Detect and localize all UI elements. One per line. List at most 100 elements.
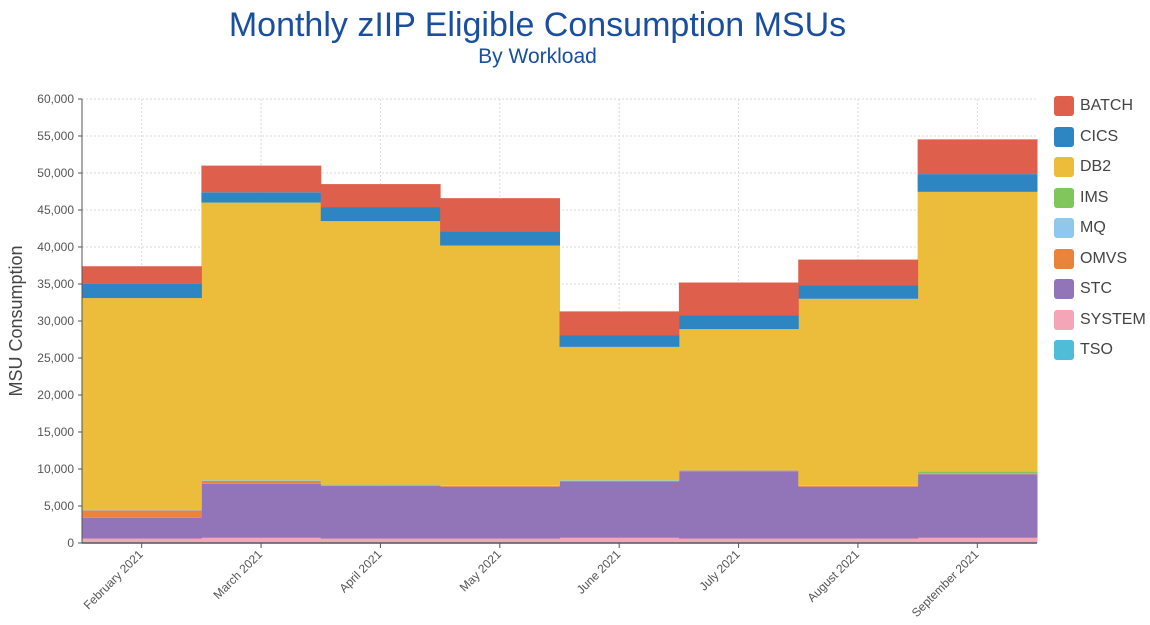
x-tick-label: April 2021 xyxy=(336,547,384,595)
area-segment-omvs xyxy=(798,486,919,487)
area-segment-system xyxy=(440,538,560,543)
area-segment-cics xyxy=(798,285,919,299)
chart-subtitle: By Workload xyxy=(478,45,597,68)
area-segment-stc xyxy=(798,486,919,539)
area-segment-omvs xyxy=(320,485,441,487)
legend-swatch xyxy=(1054,218,1074,238)
area-segment-batch xyxy=(440,198,560,232)
x-tick-label: September 2021 xyxy=(909,547,982,620)
legend-item-batch[interactable]: BATCH xyxy=(1054,95,1150,117)
legend-swatch xyxy=(1054,309,1074,330)
legend-label: OMVS xyxy=(1080,249,1128,267)
area-segment-system xyxy=(798,538,919,543)
area-segment-system xyxy=(320,538,441,543)
x-tick-label: February 2021 xyxy=(81,547,146,612)
area-segment-cics xyxy=(559,335,680,347)
area-segment-batch xyxy=(82,266,202,284)
y-tick-label: 55,000 xyxy=(37,129,74,143)
y-tick-label: 15,000 xyxy=(37,425,74,439)
area-segment-stc xyxy=(82,517,202,539)
legend-swatch xyxy=(1054,340,1074,360)
legend-item-system[interactable]: SYSTEM xyxy=(1054,309,1150,331)
legend-swatch xyxy=(1054,96,1074,116)
legend-item-ims[interactable]: IMS xyxy=(1054,187,1150,209)
area-segment-stc xyxy=(917,474,1038,538)
legend-swatch xyxy=(1054,187,1074,208)
y-axis-label: MSU Consumption xyxy=(6,245,26,396)
y-tick-label: 40,000 xyxy=(37,240,74,254)
area-segment-batch xyxy=(201,165,322,193)
area-segment-omvs xyxy=(440,486,560,487)
area-segment-db2 xyxy=(678,329,799,470)
x-tick-label: June 2021 xyxy=(574,547,624,597)
area-segment-cics xyxy=(320,207,441,222)
area-segment-db2 xyxy=(82,298,202,510)
area-segment-batch xyxy=(798,259,919,286)
area-segment-system xyxy=(559,537,680,543)
x-tick-label: August 2021 xyxy=(805,547,863,605)
legend-label: DB2 xyxy=(1080,158,1112,175)
area-segment-db2 xyxy=(440,245,560,486)
area-segment-omvs xyxy=(917,473,1038,475)
area-segment-stc xyxy=(559,481,680,538)
y-tick-label: 60,000 xyxy=(37,92,74,106)
y-tick-label: 5,000 xyxy=(44,499,74,513)
y-tick-label: 20,000 xyxy=(37,388,74,402)
legend-swatch xyxy=(1054,157,1074,177)
area-segment-cics xyxy=(201,192,322,203)
legend-item-omvs[interactable]: OMVS xyxy=(1054,248,1150,270)
legend-label: BATCH xyxy=(1080,97,1134,114)
area-segment-db2 xyxy=(917,191,1038,472)
area-segment-stc xyxy=(678,471,799,539)
legend-item-db2[interactable]: DB2 xyxy=(1054,156,1150,178)
area-segment-cics xyxy=(678,315,799,330)
y-tick-label: 0 xyxy=(67,536,74,550)
legend-label: TSO xyxy=(1080,341,1113,358)
area-segment-cics xyxy=(82,283,202,299)
area-segment-cics xyxy=(917,174,1038,192)
legend-label: IMS xyxy=(1080,188,1109,206)
area-segment-stc xyxy=(320,486,441,539)
area-segment-db2 xyxy=(559,346,680,481)
legend-swatch xyxy=(1054,248,1074,269)
legend-item-mq[interactable]: MQ xyxy=(1054,217,1150,239)
area-segment-batch xyxy=(917,139,1038,175)
legend-item-stc[interactable]: STC xyxy=(1054,278,1150,300)
area-segment-db2 xyxy=(201,202,322,481)
y-tick-label: 35,000 xyxy=(37,277,74,291)
y-tick-label: 30,000 xyxy=(37,314,74,328)
area-segment-omvs xyxy=(678,470,799,472)
legend-label: STC xyxy=(1080,280,1112,297)
area-segment-omvs xyxy=(82,510,202,518)
area-segment-stc xyxy=(440,486,560,539)
x-tick-label: July 2021 xyxy=(696,547,742,593)
y-tick-label: 45,000 xyxy=(37,203,74,217)
legend-swatch xyxy=(1054,279,1074,299)
legend-item-cics[interactable]: CICS xyxy=(1054,126,1150,148)
area-segment-batch xyxy=(320,184,441,208)
legend-label: SYSTEM xyxy=(1080,310,1146,328)
area-segment-system xyxy=(82,538,202,543)
x-tick-label: May 2021 xyxy=(457,547,504,594)
y-tick-label: 50,000 xyxy=(37,166,74,180)
area-segment-batch xyxy=(559,311,680,336)
area-segment-omvs xyxy=(201,480,322,484)
legend-item-tso[interactable]: TSO xyxy=(1054,339,1150,361)
y-tick-label: 10,000 xyxy=(37,462,74,476)
y-tick-label: 25,000 xyxy=(37,351,74,365)
chart-title: Monthly zIIP Eligible Consumption MSUs xyxy=(228,6,847,44)
area-segment-system xyxy=(201,537,322,543)
area-segment-system xyxy=(678,538,799,543)
stacked-areas xyxy=(82,139,1038,543)
area-segment-batch xyxy=(678,282,799,316)
area-segment-system xyxy=(917,537,1038,543)
legend-swatch xyxy=(1054,126,1074,147)
area-segment-omvs xyxy=(559,480,680,482)
x-tick-label: March 2021 xyxy=(210,547,265,602)
legend-label: MQ xyxy=(1080,219,1106,236)
area-segment-cics xyxy=(440,231,560,246)
area-segment-stc xyxy=(201,483,322,538)
area-segment-db2 xyxy=(320,221,441,485)
area-segment-db2 xyxy=(798,298,919,486)
